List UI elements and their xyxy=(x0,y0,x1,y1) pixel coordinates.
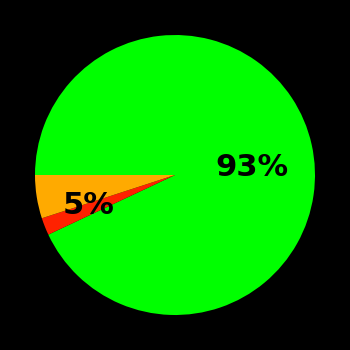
Wedge shape xyxy=(35,175,175,218)
Wedge shape xyxy=(35,35,315,315)
Text: 5%: 5% xyxy=(62,191,114,220)
Text: 93%: 93% xyxy=(216,154,288,182)
Wedge shape xyxy=(42,175,175,234)
